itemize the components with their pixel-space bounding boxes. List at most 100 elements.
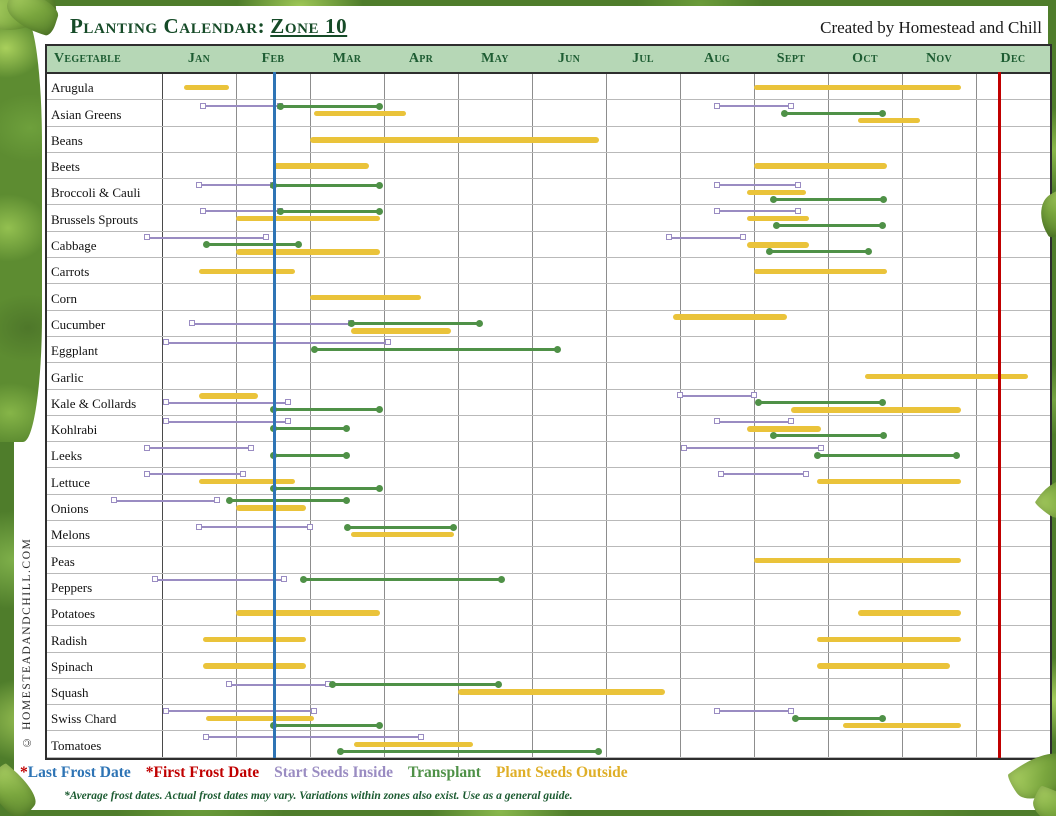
bar-outside xyxy=(310,137,599,143)
column-header-jan: Jan xyxy=(187,51,211,66)
bar-outside xyxy=(354,741,473,748)
bar-outside xyxy=(754,163,888,169)
row-eggplant: Eggplant xyxy=(47,337,1050,364)
bar-transplant xyxy=(270,451,350,459)
bar-outside xyxy=(816,663,951,669)
rows: Arugula Asian Greens Beans Beets Broccoli & … xyxy=(47,74,1050,758)
bar-transplant xyxy=(225,497,350,505)
bar-inside xyxy=(717,470,809,478)
row-radish: Radish xyxy=(47,626,1050,653)
title-zone: Zone 10 xyxy=(270,14,348,38)
bar-transplant xyxy=(769,432,887,440)
bar-outside xyxy=(746,242,810,248)
vegetable-label: Beets xyxy=(51,159,80,175)
legend-star: * xyxy=(145,764,154,781)
vegetable-label: Cucumber xyxy=(51,316,106,332)
row-arugula: Arugula xyxy=(47,74,1050,101)
bar-transplant xyxy=(270,406,384,414)
row-squash: Squash xyxy=(47,679,1050,706)
bar-outside xyxy=(754,557,962,564)
bar-inside xyxy=(225,681,332,689)
vegetable-label: Asian Greens xyxy=(51,106,122,122)
row-tomatoes: Tomatoes xyxy=(47,731,1050,758)
calendar-table: Vegetable Jan Feb Mar Apr May Jun Jul Aug Sept Oct… xyxy=(45,44,1052,760)
vegetable-label: Leeks xyxy=(51,448,83,464)
bar-outside xyxy=(754,84,962,90)
bar-transplant xyxy=(773,221,887,229)
page-title: Planting Calendar: Zone 10 xyxy=(70,14,347,39)
bar-inside xyxy=(199,207,284,215)
vegetable-label: Arugula xyxy=(51,80,94,96)
column-header-feb: Feb xyxy=(261,51,285,66)
bar-transplant xyxy=(277,102,384,110)
row-leeks: Leeks xyxy=(47,442,1050,469)
bar-inside xyxy=(151,576,288,584)
bar-outside xyxy=(746,215,810,222)
title-bar: Planting Calendar: Zone 10 Created by Hom… xyxy=(14,12,1048,46)
credit-text: Created by Homestead and Chill xyxy=(820,18,1042,37)
bar-outside xyxy=(791,407,962,413)
legend: * Last Frost Date * First Frost Date Start S… xyxy=(20,764,628,782)
vegetable-label: Eggplant xyxy=(51,343,98,359)
vegetable-label: Cabbage xyxy=(51,238,97,254)
footnote: *Average frost dates. Actual frost dates… xyxy=(64,790,573,802)
vegetable-label: Squash xyxy=(51,685,89,701)
legend-label: Plant Seeds Outside xyxy=(495,764,628,781)
row-kohlrabi: Kohlrabi xyxy=(47,416,1050,443)
first-frost-line xyxy=(998,72,1002,758)
column-header-aug: Aug xyxy=(703,51,730,66)
row-corn: Corn xyxy=(47,284,1050,311)
title-main: Planting Calendar: xyxy=(70,14,266,38)
bar-transplant xyxy=(270,484,384,492)
bar-inside xyxy=(196,523,313,531)
bar-outside xyxy=(816,478,962,485)
vegetable-label: Carrots xyxy=(51,264,90,280)
bar-outside xyxy=(313,110,407,117)
bar-inside xyxy=(199,102,284,110)
bar-inside xyxy=(196,181,276,189)
bar-inside xyxy=(665,234,746,242)
bar-inside xyxy=(162,399,291,407)
header-row: Vegetable Jan Feb Mar Apr May Jun Jul Aug Sept Oct… xyxy=(47,46,1050,74)
row-broccoli-cauli: Broccoli & Cauli xyxy=(47,179,1050,206)
bar-transplant xyxy=(270,721,384,729)
vegetable-label: Broccoli & Cauli xyxy=(51,185,141,201)
row-brussels-sprouts: Brussels Sprouts xyxy=(47,205,1050,232)
bar-outside xyxy=(184,84,229,90)
column-header-apr: Apr xyxy=(408,51,434,66)
row-cucumber: Cucumber xyxy=(47,311,1050,337)
bar-inside xyxy=(144,234,269,242)
row-potatoes: Potatoes xyxy=(47,600,1050,627)
row-melons: Melons xyxy=(47,521,1050,548)
row-carrots: Carrots xyxy=(47,258,1050,285)
bar-outside xyxy=(672,314,788,320)
bar-outside xyxy=(206,715,314,722)
bar-outside xyxy=(754,268,888,275)
vegetable-label: Radish xyxy=(51,632,88,648)
bar-transplant xyxy=(769,195,887,203)
legend-label: First Frost Date xyxy=(153,764,260,781)
bar-inside xyxy=(714,102,794,110)
legend-item-transplant: Transplant xyxy=(408,764,481,782)
bar-transplant xyxy=(347,320,484,328)
column-header-sept: Sept xyxy=(776,51,806,66)
copyright-text: © Homesteadandchill.com xyxy=(21,537,33,748)
bar-outside xyxy=(857,610,962,616)
column-header-dec: Dec xyxy=(1000,51,1026,66)
bar-outside xyxy=(202,663,307,669)
vegetable-label: Onions xyxy=(51,501,89,517)
legend-label: Last Frost Date xyxy=(27,764,131,781)
bar-inside xyxy=(162,707,317,715)
legend-item-start-seeds-inside: Start Seeds Inside xyxy=(274,764,393,782)
row-beans: Beans xyxy=(47,127,1050,153)
bar-inside xyxy=(162,339,391,347)
vegetable-label: Tomatoes xyxy=(51,737,102,753)
bar-outside xyxy=(199,393,259,399)
bar-transplant xyxy=(780,109,887,117)
bar-inside xyxy=(680,444,824,452)
vegetable-label: Beans xyxy=(51,132,83,148)
bar-outside xyxy=(199,268,296,275)
vegetable-label: Garlic xyxy=(51,369,84,385)
bar-transplant xyxy=(344,523,458,531)
bar-outside xyxy=(350,531,455,538)
